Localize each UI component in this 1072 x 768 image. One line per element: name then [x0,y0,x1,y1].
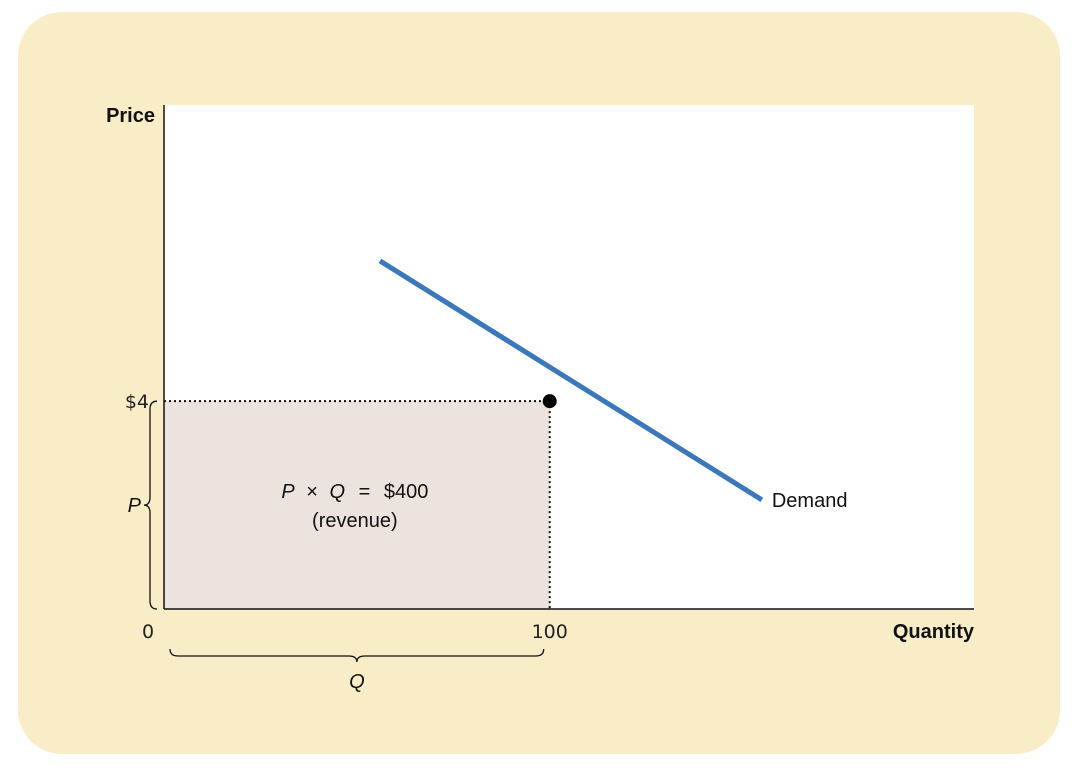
formula-value: $400 [384,481,429,503]
x-axis-label: Quantity [893,621,975,643]
price-brace-label: P [128,495,142,517]
formula-equals: = [359,481,371,503]
quantity-brace-label: Q [349,671,365,693]
y-axis-label: Price [106,105,155,127]
demand-label: Demand [772,490,848,512]
formula-p: P [281,481,295,503]
y-tick-label: $4 [125,391,149,413]
x-tick-label: 0 [142,621,154,643]
quantity-brace [169,648,545,663]
formula-q: Q [329,481,345,503]
price-brace [143,400,158,610]
demand-curve [378,258,764,503]
revenue-caption: (revenue) [312,510,398,532]
price-quantity-point [542,394,557,409]
x-tick-label: 100 [532,621,568,643]
formula-times: × [306,481,318,503]
revenue-formula: P × Q = $400 [281,481,428,503]
revenue-area [164,401,550,609]
